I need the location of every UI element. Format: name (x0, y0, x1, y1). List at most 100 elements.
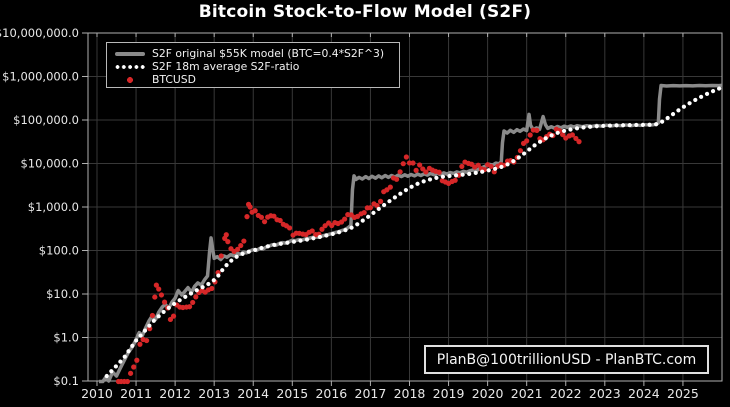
btcusd-point (413, 167, 419, 173)
btcusd-point (137, 341, 143, 347)
btcusd-point (524, 138, 530, 144)
s2f-model-line (98, 83, 723, 384)
btcusd-series (115, 126, 582, 385)
btcusd-point (247, 204, 253, 210)
btcusd-point (186, 304, 193, 310)
legend-label: S2F 18m average S2F-ratio (152, 60, 300, 73)
btcusd-point (309, 228, 315, 234)
btcusd-point (158, 292, 165, 298)
btcusd-point (223, 232, 229, 238)
btcusd-point (209, 285, 215, 292)
btcusd-point (252, 208, 258, 214)
btcusd-point (127, 370, 134, 376)
btcusd-point (152, 294, 158, 300)
x-tick-label: 2018 (394, 386, 426, 401)
btcusd-point (377, 198, 384, 205)
legend-item-s2f-model: S2F original $55K model (BTC=0.4*S2F^3) (115, 47, 399, 60)
btcusd-point (423, 169, 429, 175)
btcusd-point (384, 187, 390, 193)
btcusd-point (170, 313, 177, 319)
btcusd-point (143, 337, 150, 344)
y-tick-label: $100,000.0 (13, 113, 79, 127)
y-tick-label: $0.1 (53, 374, 79, 388)
btcusd-point (124, 378, 131, 385)
btcusd-point (167, 316, 174, 323)
btcusd-point (410, 160, 416, 166)
legend-label: S2F original $55K model (BTC=0.4*S2F^3) (152, 47, 385, 60)
y-tick-label: $10.0 (46, 287, 79, 301)
btcusd-point (569, 132, 575, 138)
x-tick-label: 2011 (120, 386, 152, 401)
x-tick-label: 2016 (315, 386, 347, 401)
btcusd-point (258, 214, 265, 220)
btcusd-point (244, 214, 250, 220)
grid (88, 33, 722, 381)
btcusd-point (235, 246, 241, 252)
btcusd-point (361, 210, 367, 216)
btcusd-point (134, 357, 140, 363)
y-tick-label: $10,000.0 (20, 157, 79, 171)
btcusd-point (403, 154, 409, 160)
btcusd-point (238, 242, 244, 249)
btcusd-point (560, 131, 566, 138)
x-tick-label: 2024 (628, 386, 660, 401)
btcusd-point (452, 177, 458, 183)
y-tick-label: $100.0 (39, 244, 79, 258)
x-tick-label: 2015 (276, 386, 308, 401)
btcusd-point (218, 253, 224, 259)
btcusd-point (573, 135, 579, 142)
legend: S2F original $55K model (BTC=0.4*S2F^3) … (106, 42, 400, 88)
x-tick-label: 2019 (433, 386, 465, 401)
x-tick-label: 2012 (159, 386, 191, 401)
y-tick-label: $1,000.0 (28, 200, 79, 214)
x-tick-label: 2017 (355, 386, 387, 401)
y-tick-label: $1.0 (53, 331, 79, 345)
chart-title: Bitcoin Stock-to-Flow Model (S2F) (198, 2, 532, 22)
btcusd-point (397, 169, 403, 175)
s2f-model-line-swatch (115, 48, 145, 60)
s2f-average-dotted-line (104, 84, 725, 379)
watermark-text: PlanB@100trillionUSD - PlanBTC.com (436, 351, 697, 368)
btcusd-point (459, 163, 465, 170)
legend-item-s2f-average: S2F 18m average S2F-ratio (115, 60, 399, 73)
btcusd-point (517, 148, 524, 154)
btcusd-point (436, 169, 442, 175)
btcusd-point (400, 161, 406, 167)
btcusd-point (261, 219, 268, 225)
btcusd-point (319, 226, 325, 232)
btcusd-point (534, 127, 540, 133)
btcusd-point (271, 213, 277, 219)
y-tick-label: $1,000,000.0 (2, 70, 79, 84)
x-tick-label: 2021 (511, 386, 543, 401)
btcusd-point (225, 239, 231, 245)
s2f-average-dots-swatch (115, 60, 145, 73)
legend-item-btcusd: BTCUSD (115, 73, 399, 86)
btcusd-point (387, 184, 393, 190)
btcusd-point (367, 205, 374, 211)
axes: 2010 2011 2012 2013 2014 2015 2016 2017 2018 2019… (0, 26, 699, 401)
btcusd-point (131, 364, 137, 370)
btcusd-point (394, 176, 400, 182)
x-tick-label: 2025 (667, 386, 699, 401)
x-tick-label: 2023 (589, 386, 621, 401)
btcusd-point (286, 225, 293, 231)
btcusd-point (241, 238, 247, 244)
x-tick-label: 2010 (81, 386, 113, 401)
x-tick-label: 2022 (550, 386, 582, 401)
btcusd-point (475, 162, 481, 168)
x-tick-label: 2013 (198, 386, 230, 401)
btcusd-point (488, 163, 494, 170)
btcusd-point (153, 282, 159, 288)
btcusd-point (417, 162, 423, 168)
btcusd-point (193, 294, 199, 300)
y-tick-label: $10,000,000.0 (0, 26, 79, 40)
btcusd-point (156, 286, 162, 292)
x-tick-label: 2020 (472, 386, 504, 401)
btcusd-dot-swatch (115, 73, 145, 86)
btcusd-point (342, 216, 348, 222)
watermark-box: PlanB@100trillionUSD - PlanBTC.com (424, 345, 709, 374)
btcusd-point (277, 217, 283, 224)
btcusd-point (149, 312, 156, 319)
